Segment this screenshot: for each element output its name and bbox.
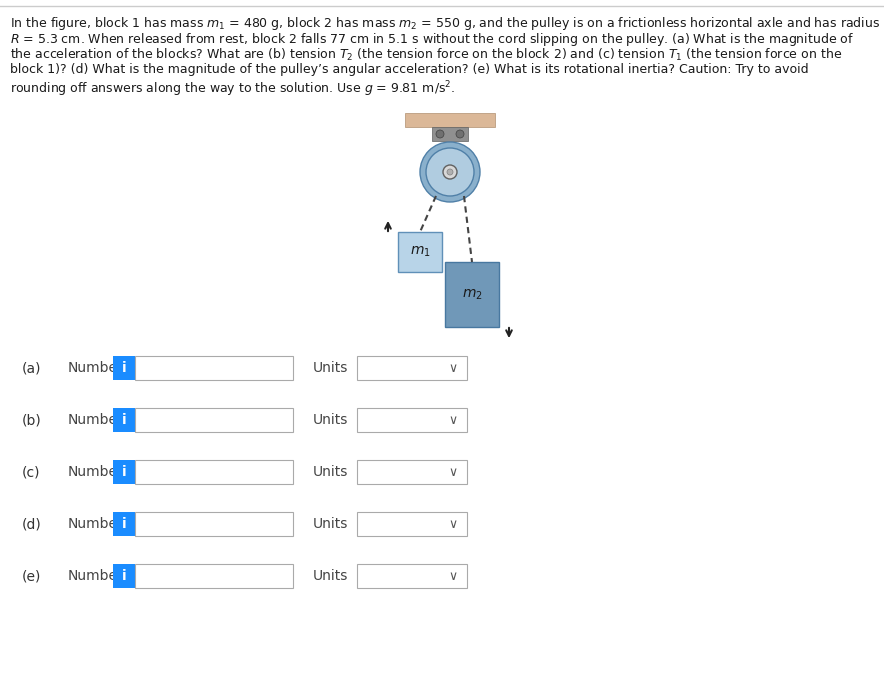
Text: Units: Units <box>313 361 348 375</box>
Bar <box>357 356 467 380</box>
Text: Number: Number <box>68 517 124 531</box>
Text: the acceleration of the blocks? What are (b) tension $T_2$ (the tension force on: the acceleration of the blocks? What are… <box>10 47 842 63</box>
Text: Number: Number <box>68 413 124 427</box>
Bar <box>445 262 499 327</box>
Text: ∨: ∨ <box>448 413 458 426</box>
Bar <box>357 512 467 536</box>
Text: Units: Units <box>313 413 348 427</box>
Bar <box>113 512 135 536</box>
Text: (a): (a) <box>22 361 42 375</box>
Text: Units: Units <box>313 517 348 531</box>
Bar <box>135 564 293 588</box>
Text: (c): (c) <box>22 465 41 479</box>
Circle shape <box>456 130 464 138</box>
Bar <box>135 512 293 536</box>
Text: Number: Number <box>68 569 124 583</box>
Bar <box>357 460 467 484</box>
Text: Number: Number <box>68 465 124 479</box>
Text: i: i <box>122 413 126 427</box>
Circle shape <box>420 142 480 202</box>
Text: $m_2$: $m_2$ <box>461 287 483 301</box>
Text: i: i <box>122 517 126 531</box>
Text: ∨: ∨ <box>448 518 458 531</box>
Text: Units: Units <box>313 569 348 583</box>
Text: ∨: ∨ <box>448 569 458 582</box>
Text: (e): (e) <box>22 569 42 583</box>
Text: In the figure, block 1 has mass $m_1$ = 480 g, block 2 has mass $m_2$ = 550 g, a: In the figure, block 1 has mass $m_1$ = … <box>10 15 880 32</box>
Bar <box>398 232 442 272</box>
Bar <box>135 356 293 380</box>
Text: block 1)? (d) What is the magnitude of the pulley’s angular acceleration? (e) Wh: block 1)? (d) What is the magnitude of t… <box>10 63 809 76</box>
Text: ∨: ∨ <box>448 361 458 374</box>
Text: i: i <box>122 361 126 375</box>
Text: $R$ = 5.3 cm. When released from rest, block 2 falls 77 cm in 5.1 s without the : $R$ = 5.3 cm. When released from rest, b… <box>10 31 854 48</box>
Text: $m_1$: $m_1$ <box>409 245 431 259</box>
Text: ∨: ∨ <box>448 466 458 479</box>
Circle shape <box>436 130 444 138</box>
Bar <box>405 113 495 127</box>
Text: (d): (d) <box>22 517 42 531</box>
Circle shape <box>447 169 453 175</box>
Bar <box>113 564 135 588</box>
Bar <box>432 127 468 141</box>
Bar <box>113 408 135 432</box>
Text: Units: Units <box>313 465 348 479</box>
Circle shape <box>443 165 457 179</box>
Bar <box>113 460 135 484</box>
Text: i: i <box>122 569 126 583</box>
Bar <box>357 564 467 588</box>
Bar <box>357 408 467 432</box>
Text: Number: Number <box>68 361 124 375</box>
Text: i: i <box>122 465 126 479</box>
Bar <box>113 356 135 380</box>
Text: (b): (b) <box>22 413 42 427</box>
Bar <box>135 460 293 484</box>
Bar <box>135 408 293 432</box>
Text: rounding off answers along the way to the solution. Use $g$ = 9.81 m/s$^2$.: rounding off answers along the way to th… <box>10 79 455 99</box>
Circle shape <box>426 148 474 196</box>
